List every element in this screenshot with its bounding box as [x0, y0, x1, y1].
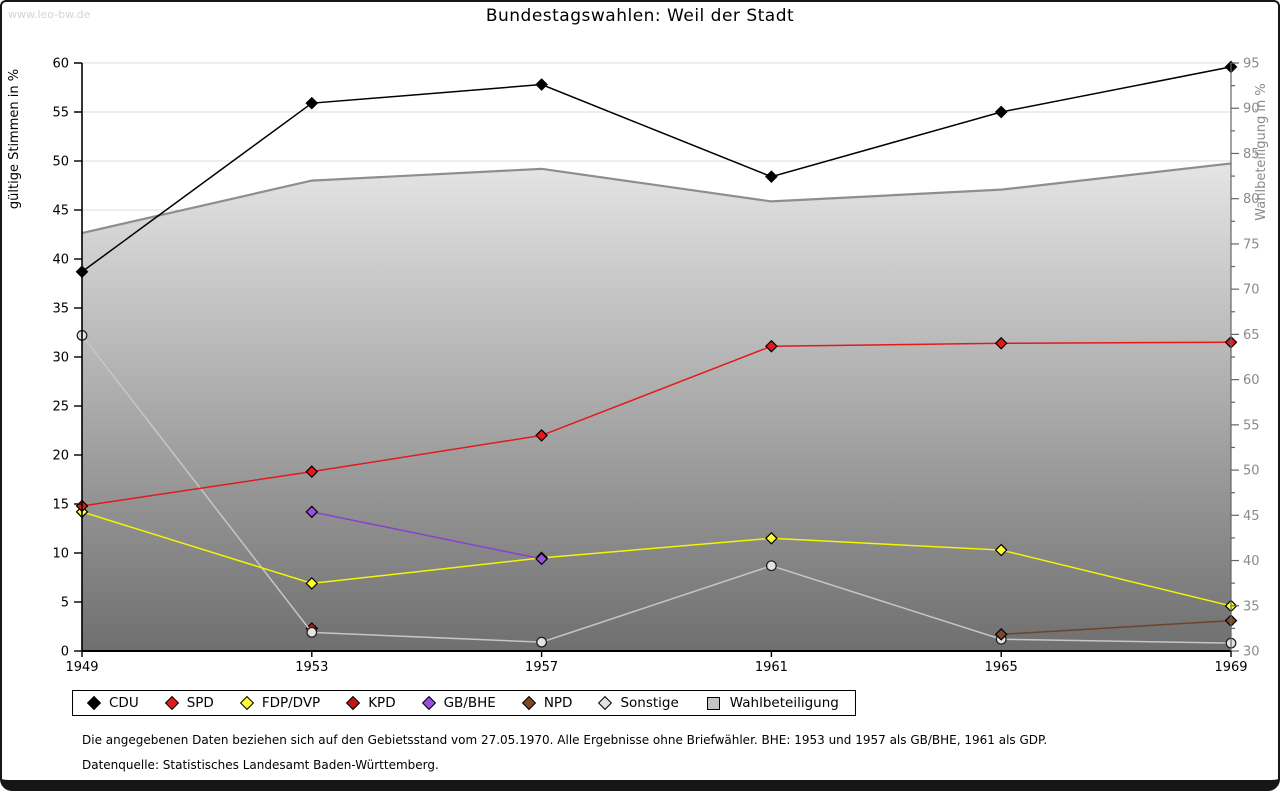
left-axis-tick-label: 15 [52, 498, 69, 513]
legend-diamond-icon [346, 695, 361, 711]
legend-item-wahlbeteiligung: Wahlbeteiligung [706, 695, 839, 711]
left-axis-tick-label: 20 [52, 449, 69, 464]
legend-item-sonstige: Sonstige [598, 695, 679, 711]
left-axis-tick-label: 0 [61, 645, 69, 660]
right-axis-tick-label: 65 [1243, 328, 1260, 343]
footnotes: Die angegebenen Daten beziehen sich auf … [82, 728, 1047, 778]
series-npd-marker [994, 627, 1008, 641]
legend-item-fdp-dvp: FDP/DVP [239, 695, 321, 711]
x-axis-tick-label: 1953 [295, 660, 328, 675]
series-spd-marker [535, 429, 548, 442]
legend-item-gb-bhe: GB/BHE [421, 695, 496, 711]
left-axis-tick-label: 5 [61, 596, 69, 611]
legend-diamond-icon [164, 695, 179, 711]
left-axis-tick-label: 50 [52, 155, 69, 170]
legend-label: CDU [109, 695, 139, 711]
legend-item-spd: SPD [164, 695, 214, 711]
left-axis-tick-label: 55 [52, 106, 69, 121]
x-axis-tick-label: 1949 [65, 660, 98, 675]
right-axis-tick-label: 55 [1243, 418, 1260, 433]
series-spd-marker [765, 339, 778, 353]
series-npd-line [1001, 619, 1232, 636]
series-fdp-dvp-marker [305, 577, 319, 590]
right-axis-tick-label: 50 [1243, 464, 1260, 479]
left-axis-tick-label: 45 [52, 204, 69, 219]
legend-diamond-icon [239, 695, 254, 711]
series-gb-bhe-marker [305, 505, 319, 519]
footnote-datenquelle: Datenquelle: Statistisches Landesamt Bad… [82, 758, 439, 772]
series-fdp-dvp-marker [765, 531, 778, 545]
legend-diamond-icon [421, 695, 436, 711]
legend-diamond-icon [598, 695, 613, 711]
series-cdu-marker [305, 96, 319, 110]
right-axis-tick-label: 30 [1243, 645, 1260, 660]
series-cdu-marker [765, 170, 778, 184]
legend-label: KPD [368, 695, 396, 711]
left-axis-tick-label: 35 [52, 302, 69, 317]
series-sonstige-marker [306, 626, 318, 638]
series-spd-line [81, 341, 1232, 507]
legend-label: SPD [186, 695, 214, 711]
left-axis-tick-label: 60 [52, 57, 69, 72]
right-axis-tick-label: 45 [1243, 509, 1260, 524]
x-axis-tick-label: 1961 [755, 660, 788, 675]
legend-item-kpd: KPD [346, 695, 396, 711]
series-cdu-marker [535, 78, 548, 91]
series-cdu-line [81, 66, 1232, 273]
watermark: www.leo-bw.de [8, 8, 91, 21]
series-sonstige-marker [766, 560, 777, 572]
left-axis-tick-label: 10 [52, 547, 69, 562]
right-axis-tick-label: 60 [1243, 373, 1260, 388]
right-axis-tick-label: 70 [1243, 283, 1260, 298]
legend-label: GB/BHE [443, 695, 496, 711]
legend-diamond-icon [86, 695, 102, 711]
legend-square-icon [706, 696, 720, 710]
x-axis-tick-label: 1965 [985, 660, 1018, 675]
legend-label: FDP/DVP [261, 695, 321, 711]
right-axis-tick-label: 95 [1243, 57, 1260, 72]
right-axis-tick-label: 75 [1243, 237, 1260, 252]
legend-label: Wahlbeteiligung [729, 695, 839, 711]
series-fdp-dvp-marker [994, 543, 1008, 557]
series-gb-bhe-line [311, 511, 542, 560]
series-gb-bhe-marker [535, 552, 548, 566]
legend-label: Sonstige [620, 695, 679, 711]
page-title: Bundestagswahlen: Weil der Stadt [485, 6, 795, 26]
legend-item-npd: NPD [521, 695, 573, 711]
series-spd-marker [994, 336, 1008, 350]
turnout-area [82, 163, 1231, 652]
legend-diamond-icon [521, 695, 536, 711]
series-spd-marker [305, 465, 319, 479]
x-axis-tick-label: 1957 [525, 660, 558, 675]
right-axis-tick-label: 40 [1243, 554, 1260, 569]
right-axis-tick-label: 90 [1243, 102, 1260, 117]
x-axis-tick-label: 1969 [1214, 660, 1247, 675]
series-wahlbeteiligung-line [81, 162, 1232, 235]
left-axis-tick-label: 40 [52, 253, 69, 268]
right-axis-tick-label: 80 [1243, 192, 1260, 207]
left-axis-tick-label: 30 [52, 351, 69, 366]
series-fdp-dvp-line [81, 511, 1232, 607]
legend-item-cdu: CDU [86, 695, 139, 711]
left-axis-tick-label: 25 [52, 400, 69, 415]
right-axis-tick-label: 85 [1243, 147, 1260, 162]
legend: CDU SPD FDP/DVP KPD GB/BHE NPD Sonstige Wahlbet… [72, 690, 856, 716]
series-cdu-marker [994, 105, 1008, 119]
right-axis-tick-label: 35 [1243, 599, 1260, 614]
left-axis-title: gültige Stimmen in % [7, 69, 22, 209]
right-axis-title: Wahlbeteiligung in % [1254, 83, 1269, 220]
chart-svg: 0 5 10 15 20 25 30 35 40 45 50 55 60 30 35 40 45 50 55 60 65… [7, 57, 1269, 676]
series-sonstige-marker [536, 636, 547, 648]
footnote-gebietsstand: Die angegebenen Daten beziehen sich auf … [82, 733, 1048, 747]
legend-label: NPD [543, 695, 573, 711]
series-sonstige-line [81, 334, 1232, 644]
